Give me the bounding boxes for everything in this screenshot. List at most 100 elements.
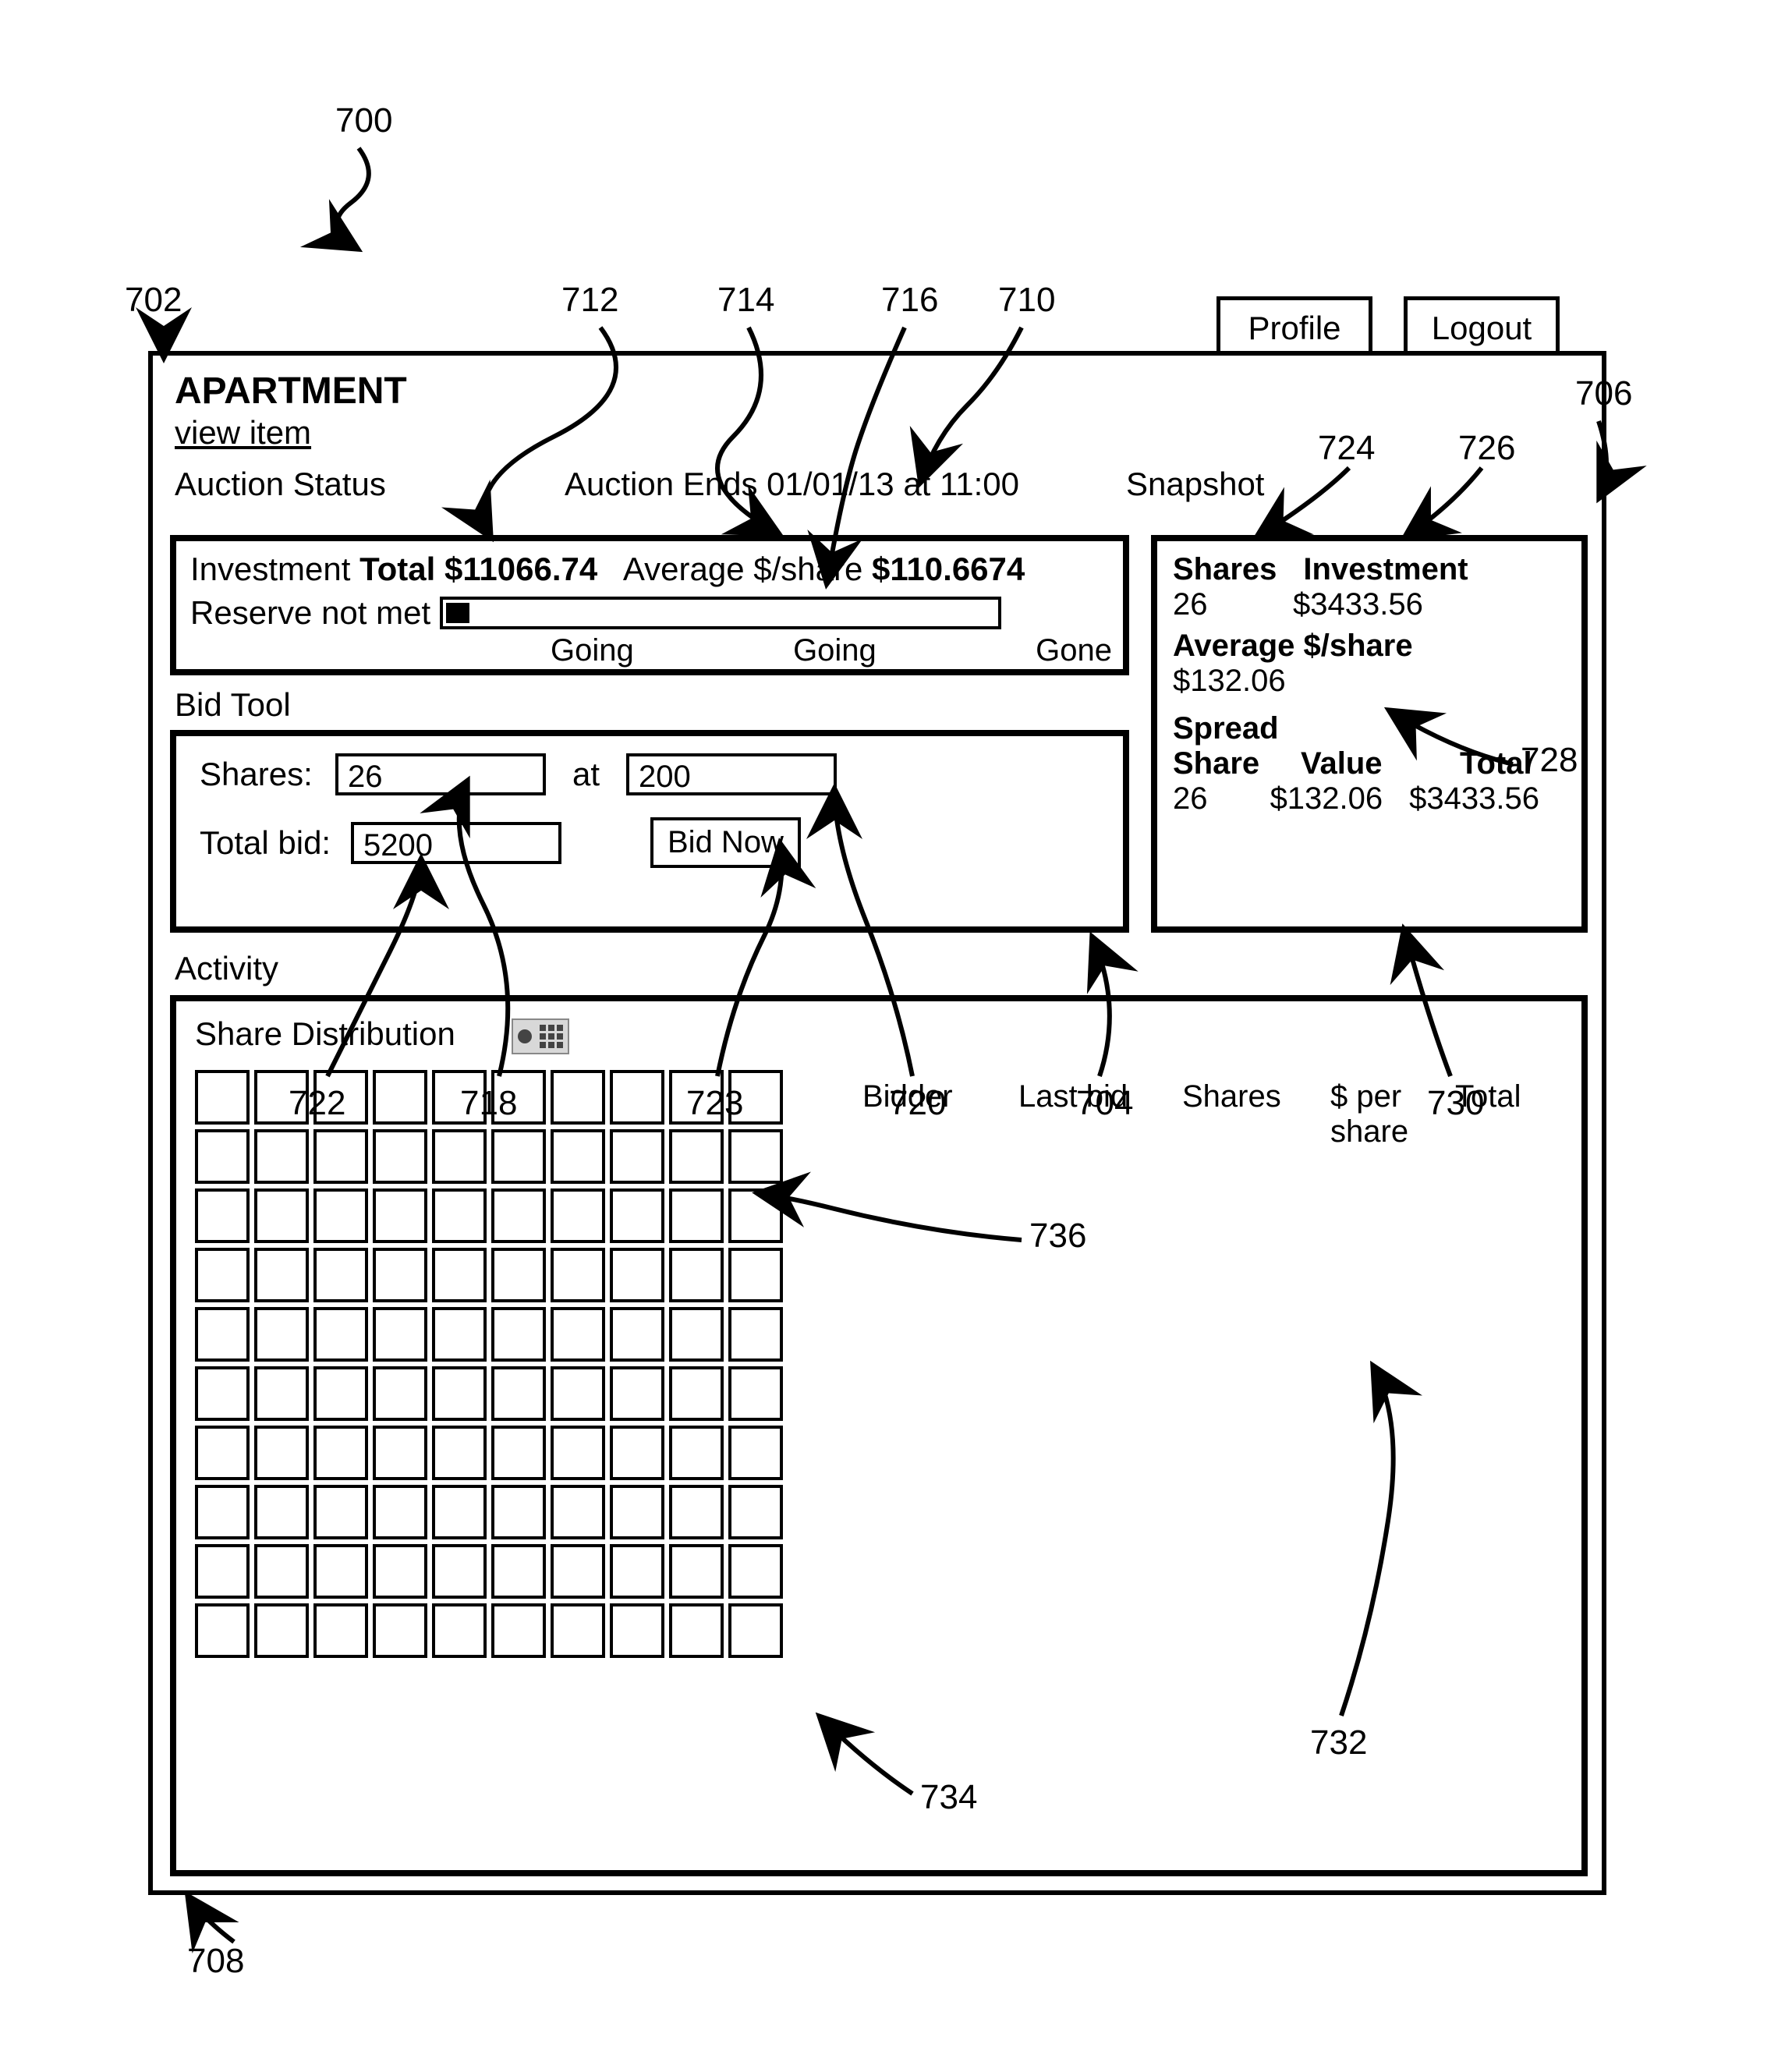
share-cell (432, 1485, 487, 1539)
shares-input[interactable]: 26 (335, 753, 546, 795)
callout-730: 730 (1427, 1084, 1484, 1123)
share-cell (491, 1129, 546, 1184)
total-value: $11066.74 (444, 551, 597, 587)
callout-704: 704 (1076, 1084, 1133, 1123)
share-cell (551, 1603, 605, 1658)
share-cell (432, 1366, 487, 1421)
shares-hdr: Shares (1173, 552, 1277, 587)
share-cell (669, 1485, 724, 1539)
auction-status-panel: Investment Total $11066.74 Average $/sha… (170, 535, 1129, 675)
share-cell (728, 1129, 783, 1184)
share-cell (254, 1603, 309, 1658)
avg-label: Average $/share (623, 551, 862, 587)
share-cell (373, 1544, 427, 1599)
share-cell (432, 1544, 487, 1599)
progress-going-2: Going (793, 633, 877, 668)
bidnow-button[interactable]: Bid Now (650, 817, 801, 868)
share-cell (373, 1485, 427, 1539)
share-cell (728, 1188, 783, 1243)
row-share: 26 (1173, 781, 1244, 817)
share-cell (669, 1544, 724, 1599)
share-cell (254, 1129, 309, 1184)
logout-tab[interactable]: Logout (1404, 296, 1560, 351)
share-cell (551, 1485, 605, 1539)
auction-ends-label: Auction Ends 01/01/13 at 11:00 (565, 466, 1126, 503)
callout-714: 714 (717, 281, 774, 320)
callout-722: 722 (289, 1084, 345, 1123)
share-cell (432, 1188, 487, 1243)
callout-726: 726 (1458, 429, 1515, 468)
share-cell (610, 1129, 664, 1184)
profile-tab[interactable]: Profile (1217, 296, 1372, 351)
share-cell (610, 1544, 664, 1599)
share-cell (313, 1485, 368, 1539)
shares-label: Shares: (200, 756, 324, 793)
bidder-headers: Bidder Last bid Shares $ per share Total (862, 1079, 1521, 1149)
share-cell (254, 1248, 309, 1302)
callout-728: 728 (1521, 741, 1578, 780)
share-cell (195, 1485, 250, 1539)
at-label: at (572, 756, 600, 793)
snapshot-label: Snapshot (1126, 466, 1264, 503)
callout-723: 723 (686, 1084, 743, 1123)
share-cell (432, 1248, 487, 1302)
toggle-dot-icon (518, 1029, 532, 1043)
share-cell (551, 1544, 605, 1599)
investment-label: Investment (190, 551, 350, 587)
share-cell (728, 1366, 783, 1421)
callout-708: 708 (187, 1942, 244, 1981)
activity-label: Activity (175, 950, 278, 987)
totalbid-label: Total bid: (200, 824, 340, 862)
share-cell (728, 1485, 783, 1539)
totalbid-input[interactable]: 5200 (351, 822, 561, 864)
toggle-grid-icon (540, 1025, 563, 1048)
share-cell (669, 1603, 724, 1658)
apartment-title: APARTMENT (175, 370, 1580, 413)
share-cell (195, 1544, 250, 1599)
share-cell (491, 1603, 546, 1658)
share-cell (195, 1129, 250, 1184)
col-value: Value (1301, 746, 1433, 781)
share-cell (610, 1248, 664, 1302)
share-cell (728, 1248, 783, 1302)
share-cell (551, 1426, 605, 1480)
price-input[interactable]: 200 (626, 753, 837, 795)
auction-status-label: Auction Status (175, 466, 565, 503)
callout-724: 724 (1318, 429, 1375, 468)
share-cell (491, 1544, 546, 1599)
share-cell (728, 1426, 783, 1480)
progress-gone: Gone (1036, 633, 1112, 668)
share-cell (610, 1188, 664, 1243)
share-cell (491, 1248, 546, 1302)
share-cell (432, 1603, 487, 1658)
callout-734: 734 (920, 1778, 977, 1817)
share-cell (195, 1603, 250, 1658)
share-cell (610, 1603, 664, 1658)
share-cell (195, 1248, 250, 1302)
share-cell (728, 1603, 783, 1658)
callout-712: 712 (561, 281, 618, 320)
view-toggle[interactable] (512, 1018, 569, 1054)
share-dist-label: Share Distribution (195, 1015, 455, 1052)
share-cell (373, 1307, 427, 1362)
hdr-shares: Shares (1182, 1079, 1299, 1149)
share-cell (432, 1426, 487, 1480)
share-cell (610, 1070, 664, 1125)
share-cell (610, 1307, 664, 1362)
share-grid (195, 1070, 1563, 1658)
share-cell (254, 1366, 309, 1421)
row-total: $3433.56 (1409, 781, 1539, 817)
spread-hdr: Spread (1173, 711, 1566, 746)
bidtool-label: Bid Tool (175, 686, 291, 724)
avg-val: $132.06 (1173, 664, 1566, 699)
share-cell (313, 1307, 368, 1362)
share-cell (254, 1307, 309, 1362)
callout-706: 706 (1575, 374, 1632, 413)
share-cell (195, 1366, 250, 1421)
share-cell (373, 1248, 427, 1302)
share-cell (195, 1426, 250, 1480)
avg-value: $110.6674 (872, 551, 1025, 587)
share-cell (313, 1603, 368, 1658)
share-cell (313, 1366, 368, 1421)
share-cell (254, 1485, 309, 1539)
